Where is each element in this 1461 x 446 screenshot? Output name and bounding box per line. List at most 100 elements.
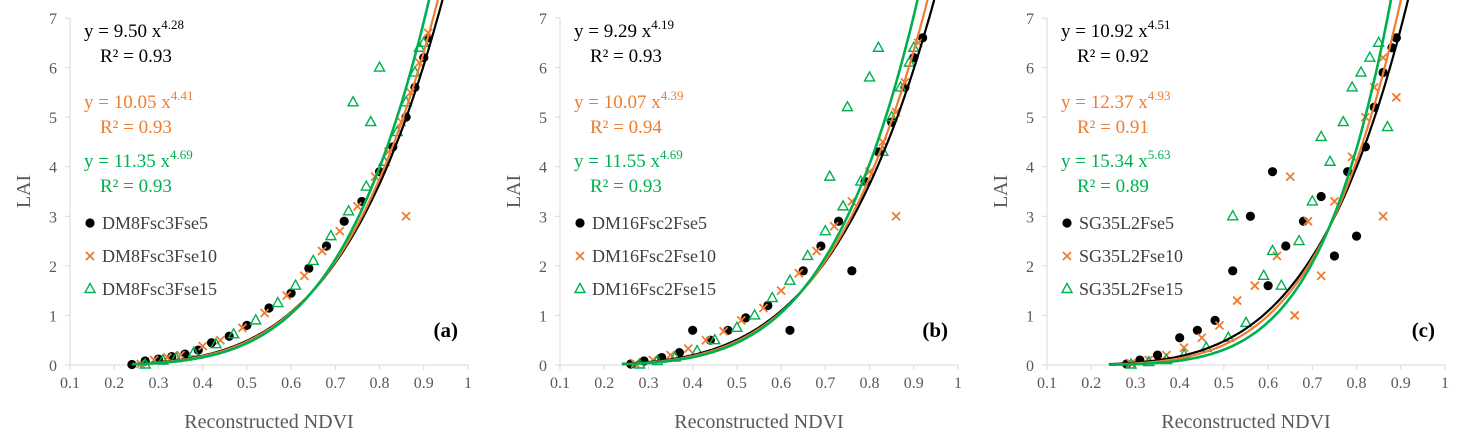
legend-label: DM16Fsc2Fse15 bbox=[592, 279, 716, 299]
y-tick-label: 5 bbox=[1026, 110, 1034, 127]
data-point bbox=[836, 199, 850, 211]
data-point bbox=[342, 204, 355, 216]
data-point bbox=[156, 353, 170, 365]
legend-marker bbox=[1060, 282, 1074, 294]
equation-main: y = 10.07 x bbox=[574, 92, 661, 113]
r-squared-DM8Fsc3Fse15: R² = 0.93 bbox=[100, 176, 172, 197]
y-tick-label: 5 bbox=[49, 110, 57, 127]
x-tick-label: 0.9 bbox=[1391, 375, 1411, 392]
equation-DM8Fsc3Fse5: y = 9.50 x4.28 bbox=[84, 17, 184, 42]
data-point bbox=[1152, 350, 1163, 360]
data-point bbox=[665, 350, 676, 360]
legend-marker bbox=[1062, 251, 1072, 261]
data-point bbox=[1266, 244, 1279, 256]
y-tick-label: 4 bbox=[1026, 160, 1034, 177]
data-point bbox=[872, 40, 885, 52]
data-point bbox=[187, 345, 201, 357]
panel-label: (a) bbox=[434, 318, 459, 342]
equation-main: y = 9.29 x bbox=[574, 21, 652, 42]
data-point bbox=[1226, 209, 1239, 221]
r-squared-DM16Fsc2Fse15: R² = 0.93 bbox=[590, 176, 662, 197]
equation-SG35L2Fse10: y = 12.37 x4.93 bbox=[1061, 88, 1170, 113]
equation-exponent: 4.93 bbox=[1148, 88, 1171, 103]
equation-exponent: 4.69 bbox=[170, 147, 193, 162]
data-point bbox=[237, 323, 248, 333]
data-point bbox=[373, 60, 386, 72]
equation-exponent: 4.39 bbox=[661, 88, 684, 103]
data-point bbox=[307, 253, 320, 266]
data-point bbox=[776, 286, 786, 296]
data-point bbox=[1316, 191, 1326, 202]
x-tick-label: 0.2 bbox=[1081, 375, 1101, 392]
equation-DM16Fsc2Fse15: y = 11.55 x4.69 bbox=[574, 147, 683, 172]
data-point bbox=[1232, 295, 1242, 306]
equation-exponent: 4.51 bbox=[1148, 17, 1171, 32]
data-point bbox=[304, 263, 314, 273]
y-tick-label: 2 bbox=[539, 259, 547, 276]
legend-label: DM8Fsc3Fse5 bbox=[102, 213, 208, 233]
x-tick-label: 0.5 bbox=[1214, 375, 1234, 392]
y-tick-label: 6 bbox=[49, 61, 57, 78]
fit-curve-SG35L2Fse15 bbox=[1108, 0, 1393, 367]
fit-curve-DM8Fsc3Fse5 bbox=[131, 0, 444, 366]
y-tick-label: 0 bbox=[539, 358, 547, 375]
data-point bbox=[730, 320, 744, 333]
data-point bbox=[819, 224, 832, 236]
x-tick-label: 0.1 bbox=[60, 375, 80, 392]
x-tick-label: 0.9 bbox=[414, 375, 434, 392]
r-squared-DM8Fsc3Fse5: R² = 0.93 bbox=[100, 46, 172, 67]
x-axis-title: Reconstructed NDVI bbox=[1161, 411, 1330, 433]
legend-label: DM16Fsc2Fse10 bbox=[592, 246, 716, 266]
x-tick-label: 0.4 bbox=[683, 375, 703, 392]
x-tick-label: 0.6 bbox=[771, 375, 791, 392]
data-point bbox=[324, 229, 338, 241]
data-point bbox=[1239, 315, 1253, 328]
fit-curve-DM8Fsc3Fse15 bbox=[131, 0, 431, 366]
data-point bbox=[346, 95, 360, 107]
equation-exponent: 4.19 bbox=[651, 17, 674, 32]
data-point bbox=[249, 313, 262, 325]
data-point bbox=[1245, 211, 1256, 221]
x-tick-label: 0.3 bbox=[1125, 375, 1145, 392]
y-tick-label: 6 bbox=[1026, 61, 1034, 78]
x-tick-label: 1 bbox=[954, 375, 962, 392]
data-point bbox=[401, 211, 411, 221]
legend-label: SG35L2Fse10 bbox=[1079, 246, 1183, 266]
y-tick-label: 3 bbox=[49, 209, 57, 226]
equation-SG35L2Fse15: y = 15.34 x5.63 bbox=[1061, 147, 1170, 172]
r-squared-SG35L2Fse15: R² = 0.89 bbox=[1077, 176, 1149, 197]
data-point bbox=[794, 268, 804, 278]
x-axis-title: Reconstructed NDVI bbox=[674, 411, 843, 433]
r-squared-SG35L2Fse5: R² = 0.92 bbox=[1077, 46, 1149, 67]
data-point bbox=[1363, 50, 1377, 62]
data-point bbox=[783, 273, 797, 285]
x-tick-label: 0.8 bbox=[860, 375, 880, 392]
equation-main: y = 11.35 x bbox=[84, 151, 171, 172]
fit-curve-SG35L2Fse10 bbox=[1108, 0, 1402, 366]
legend-marker bbox=[575, 218, 585, 228]
data-point bbox=[198, 341, 208, 351]
x-tick-label: 0.1 bbox=[550, 375, 570, 392]
y-tick-label: 1 bbox=[1026, 308, 1034, 325]
data-point bbox=[1351, 231, 1362, 241]
r-squared-SG35L2Fse10: R² = 0.91 bbox=[1077, 117, 1149, 138]
data-point bbox=[1275, 278, 1288, 290]
data-point bbox=[364, 115, 377, 127]
y-tick-label: 7 bbox=[49, 11, 57, 28]
equation-main: y = 10.05 x bbox=[84, 92, 171, 113]
y-tick-label: 6 bbox=[539, 61, 547, 78]
x-tick-label: 0.4 bbox=[193, 375, 213, 392]
x-tick-label: 1 bbox=[464, 375, 472, 392]
data-point bbox=[823, 169, 836, 181]
data-point bbox=[1290, 310, 1300, 321]
data-point bbox=[1267, 167, 1278, 177]
data-point bbox=[282, 290, 292, 301]
y-tick-label: 4 bbox=[49, 160, 57, 177]
data-point bbox=[763, 300, 773, 311]
data-point bbox=[1345, 80, 1359, 92]
legend-label: DM8Fsc3Fse10 bbox=[102, 246, 217, 266]
data-point bbox=[242, 320, 252, 330]
data-point bbox=[352, 201, 363, 212]
legend-label: DM8Fsc3Fse15 bbox=[102, 279, 217, 299]
data-point bbox=[1228, 266, 1238, 276]
